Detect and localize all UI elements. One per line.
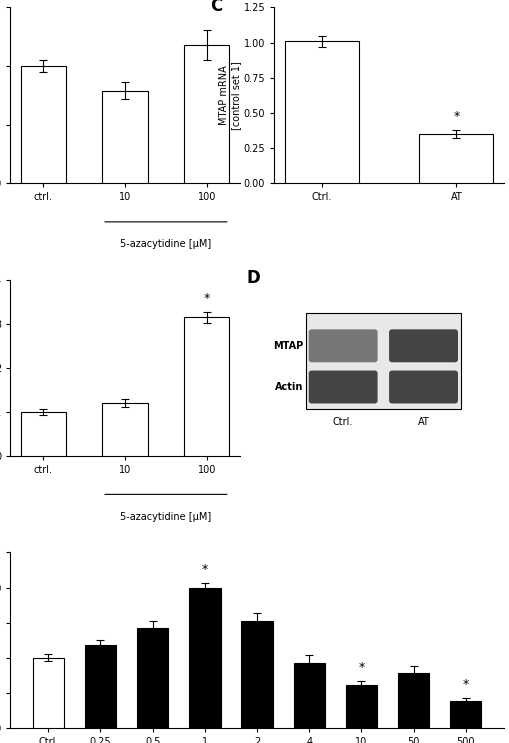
Bar xyxy=(294,663,325,728)
Bar xyxy=(450,701,482,728)
FancyBboxPatch shape xyxy=(389,329,458,363)
Bar xyxy=(137,629,168,728)
Bar xyxy=(419,134,493,184)
Text: 5-azacytidine [μM]: 5-azacytidine [μM] xyxy=(120,239,212,250)
FancyBboxPatch shape xyxy=(389,371,458,403)
Text: *: * xyxy=(202,562,208,576)
Bar xyxy=(184,45,230,184)
Bar xyxy=(21,66,66,184)
Bar xyxy=(398,673,429,728)
Bar xyxy=(33,658,64,728)
Text: Ctrl.: Ctrl. xyxy=(333,418,353,427)
Bar xyxy=(285,41,359,184)
Bar xyxy=(85,645,116,728)
Text: Actin: Actin xyxy=(274,382,303,392)
Bar xyxy=(21,412,66,455)
Text: *: * xyxy=(463,678,469,691)
Bar xyxy=(346,684,377,728)
Bar xyxy=(102,91,148,184)
Text: D: D xyxy=(247,270,261,288)
Y-axis label: MTAP mRNA
[control set 1]: MTAP mRNA [control set 1] xyxy=(219,61,241,130)
Bar xyxy=(184,317,230,455)
Bar xyxy=(189,588,220,728)
Text: C: C xyxy=(210,0,222,15)
Text: 5-azacytidine [μM]: 5-azacytidine [μM] xyxy=(120,512,212,522)
Bar xyxy=(306,313,461,409)
FancyBboxPatch shape xyxy=(309,371,378,403)
Bar xyxy=(102,403,148,455)
Text: AT: AT xyxy=(418,418,430,427)
FancyBboxPatch shape xyxy=(309,329,378,363)
Text: *: * xyxy=(358,661,364,674)
Text: MTAP: MTAP xyxy=(273,341,303,351)
Text: *: * xyxy=(204,292,210,305)
Text: *: * xyxy=(454,110,460,123)
Bar xyxy=(241,621,273,728)
